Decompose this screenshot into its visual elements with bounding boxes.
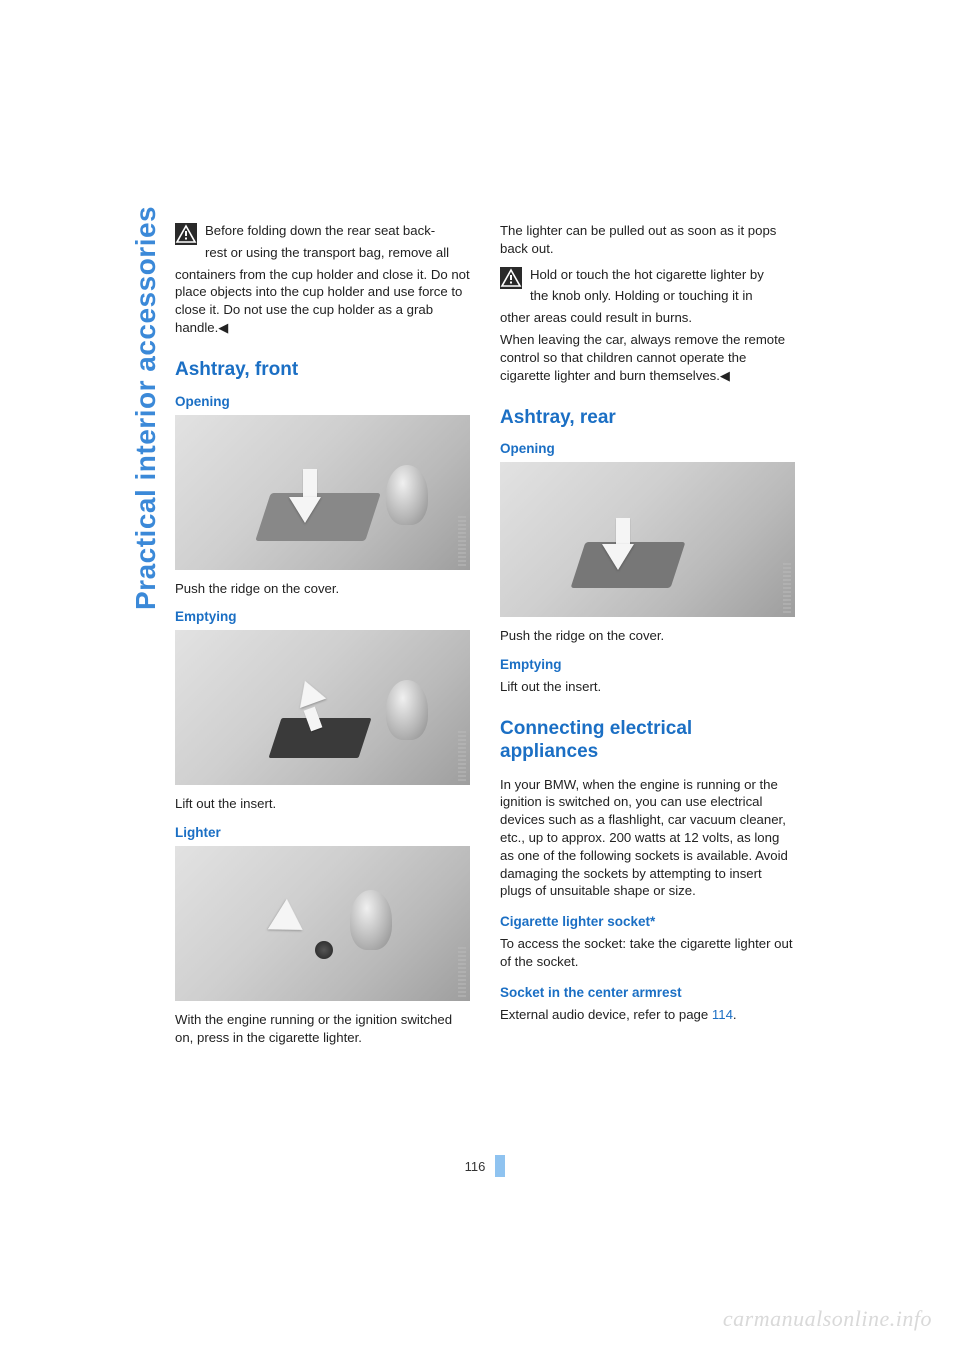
subheading-lighter: Lighter <box>175 825 470 840</box>
text-ext-audio-a: External audio device, refer to page <box>500 1007 712 1022</box>
warning-text-line: other areas could result in burns. <box>500 309 795 327</box>
watermark: carmanualsonline.info <box>723 1306 932 1332</box>
subheading-opening: Opening <box>500 441 795 456</box>
right-column: The lighter can be pulled out as soon as… <box>500 222 795 1051</box>
text-push-ridge-rear: Push the ridge on the cover. <box>500 627 795 645</box>
heading-ashtray-front: Ashtray, front <box>175 359 470 382</box>
figure-ashtray-rear <box>500 462 795 617</box>
page-number: 116 <box>465 1159 486 1174</box>
text-cigarette-socket: To access the socket: take the cigarette… <box>500 935 795 971</box>
heading-ashtray-rear: Ashtray, rear <box>500 407 795 430</box>
page-footer: 116 <box>175 1155 795 1177</box>
warning-text-body: containers from the cup holder and close… <box>175 266 470 337</box>
warning-text-line: Hold or touch the hot cigarette lighter … <box>530 266 795 284</box>
text-push-ridge: Push the ridge on the cover. <box>175 580 470 598</box>
warning-text-line: rest or using the transport bag, remove … <box>205 244 470 262</box>
text-center-armrest: External audio device, refer to page 114… <box>500 1006 795 1024</box>
text-lighter-pullout: The lighter can be pulled out as soon as… <box>500 222 795 258</box>
page-link-114[interactable]: 114 <box>712 1007 733 1022</box>
warning-icon <box>500 267 522 289</box>
text-lift-insert-rear: Lift out the insert. <box>500 678 795 696</box>
page-content: Before folding down the rear seat back- … <box>175 222 795 1051</box>
page-marker <box>495 1155 505 1177</box>
heading-connecting-electrical: Connecting electrical appliances <box>500 718 795 764</box>
subheading-cigarette-socket: Cigarette lighter socket* <box>500 914 795 929</box>
warning-block-lighter: Hold or touch the hot cigarette lighter … <box>500 266 795 310</box>
text-lift-insert: Lift out the insert. <box>175 795 470 813</box>
left-column: Before folding down the rear seat back- … <box>175 222 470 1051</box>
warning-block-cupholder: Before folding down the rear seat back- … <box>175 222 470 266</box>
figure-ashtray-front-open <box>175 415 470 570</box>
side-tab-title: Practical interior accessories <box>130 206 162 610</box>
subheading-opening: Opening <box>175 394 470 409</box>
warning-text-body: When leaving the car, always remove the … <box>500 331 795 384</box>
warning-icon <box>175 223 197 245</box>
warning-text-line: Before folding down the rear seat back- <box>205 222 470 240</box>
text-connecting-electrical: In your BMW, when the engine is running … <box>500 776 795 901</box>
figure-lighter <box>175 846 470 1001</box>
subheading-center-armrest-socket: Socket in the center armrest <box>500 985 795 1000</box>
subheading-emptying: Emptying <box>175 609 470 624</box>
figure-ashtray-front-empty <box>175 630 470 785</box>
warning-text-line: the knob only. Holding or touching it in <box>530 287 795 305</box>
text-lighter: With the engine running or the ignition … <box>175 1011 470 1047</box>
subheading-emptying-rear: Emptying <box>500 657 795 672</box>
text-ext-audio-b: . <box>733 1007 737 1022</box>
